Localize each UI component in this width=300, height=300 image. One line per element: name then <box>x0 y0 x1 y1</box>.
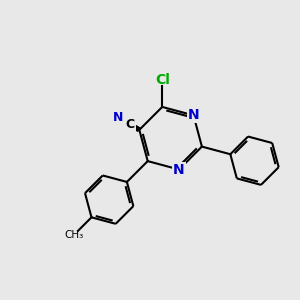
Text: CH₃: CH₃ <box>64 230 84 240</box>
Text: N: N <box>173 163 185 176</box>
Text: N: N <box>113 111 124 124</box>
Text: C: C <box>126 118 135 131</box>
Text: N: N <box>188 108 199 122</box>
Text: Cl: Cl <box>155 73 170 87</box>
